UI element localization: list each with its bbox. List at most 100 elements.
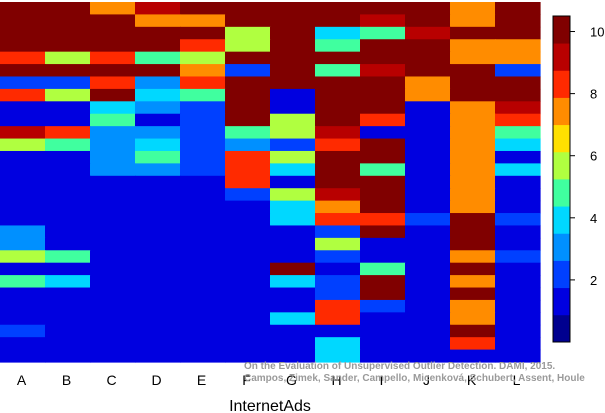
heatmap-cell xyxy=(315,64,361,78)
heatmap-cell xyxy=(45,163,91,177)
heatmap-cell xyxy=(360,337,406,351)
heatmap-cell xyxy=(180,324,226,338)
heatmap-cell xyxy=(0,163,46,177)
colorbar-segment xyxy=(553,97,570,126)
heatmap-cell xyxy=(315,287,361,301)
heatmap-cell xyxy=(495,225,541,239)
colorbar-segment xyxy=(553,43,570,71)
heatmap-cell xyxy=(45,51,91,65)
heatmap-cell xyxy=(450,138,496,152)
heatmap-cell xyxy=(360,64,406,78)
heatmap-cell xyxy=(90,150,136,164)
heatmap-cell xyxy=(450,275,496,289)
heatmap-cell xyxy=(450,101,496,115)
heatmap-cell xyxy=(495,138,541,152)
heatmap-cell xyxy=(270,225,316,239)
heatmap-cell xyxy=(360,175,406,189)
colorbar xyxy=(552,15,571,343)
heatmap-cell xyxy=(225,299,271,313)
heatmap-cell xyxy=(360,51,406,65)
heatmap-cell xyxy=(495,175,541,189)
heatmap-cell xyxy=(405,76,451,90)
heatmap-cell xyxy=(0,237,46,251)
heatmap-cell xyxy=(315,126,361,140)
heatmap-cell xyxy=(450,299,496,313)
heatmap-cell xyxy=(0,188,46,202)
heatmap-cell xyxy=(135,337,181,351)
heatmap-cell xyxy=(405,175,451,189)
heatmap-cell xyxy=(135,324,181,338)
heatmap-cell xyxy=(45,175,91,189)
heatmap-cell xyxy=(450,51,496,65)
heatmap-cell xyxy=(225,250,271,264)
heatmap-cell xyxy=(180,312,226,326)
heatmap-cell xyxy=(90,39,136,53)
heatmap-cell xyxy=(0,337,46,351)
heatmap-cell xyxy=(495,26,541,40)
heatmap-cell xyxy=(90,287,136,301)
heatmap-cell xyxy=(315,200,361,214)
heatmap-cell xyxy=(270,39,316,53)
heatmap-cell xyxy=(180,200,226,214)
heatmap-cell xyxy=(270,150,316,164)
heatmap-cell xyxy=(90,113,136,127)
heatmap-cell xyxy=(0,39,46,53)
heatmap-cell xyxy=(135,2,181,16)
heatmap-cell xyxy=(405,312,451,326)
heatmap-cell xyxy=(0,138,46,152)
heatmap-cell xyxy=(360,26,406,40)
heatmap-cell xyxy=(180,138,226,152)
heatmap-cell xyxy=(315,175,361,189)
heatmap-cell xyxy=(45,262,91,276)
heatmap-cell xyxy=(270,2,316,16)
colorbar-segment xyxy=(553,124,570,153)
heatmap-cell xyxy=(180,213,226,227)
heatmap-cell xyxy=(135,88,181,102)
heatmap-cell xyxy=(0,2,46,16)
heatmap-cell xyxy=(270,14,316,28)
heatmap-cell xyxy=(225,213,271,227)
heatmap-cell xyxy=(135,287,181,301)
heatmap-cell xyxy=(270,200,316,214)
heatmap-cell xyxy=(405,39,451,53)
heatmap-cell xyxy=(360,324,406,338)
heatmap-cell xyxy=(405,299,451,313)
heatmap-cell xyxy=(270,126,316,140)
heatmap-cell xyxy=(360,237,406,251)
colorbar-tick-label: 2 xyxy=(590,273,597,288)
heatmap-cell xyxy=(225,2,271,16)
colorbar-tick-label: 8 xyxy=(590,87,597,102)
heatmap-cell xyxy=(90,26,136,40)
colorbar-segment xyxy=(553,287,570,316)
heatmap-cell xyxy=(405,126,451,140)
x-tick-label: L xyxy=(513,372,521,388)
heatmap-cell xyxy=(495,188,541,202)
heatmap-cell xyxy=(45,250,91,264)
heatmap-cell xyxy=(360,88,406,102)
heatmap-cell xyxy=(180,126,226,140)
heatmap-cell xyxy=(405,337,451,351)
heatmap-cell xyxy=(0,126,46,140)
colorbar-segment xyxy=(553,206,570,234)
heatmap-cell xyxy=(225,175,271,189)
heatmap-cell xyxy=(450,188,496,202)
heatmap-cell xyxy=(270,312,316,326)
heatmap-cell xyxy=(315,51,361,65)
heatmap-cell xyxy=(405,250,451,264)
heatmap-cell xyxy=(180,287,226,301)
heatmap-cell xyxy=(225,200,271,214)
heatmap-cell xyxy=(135,349,181,363)
heatmap-cell xyxy=(360,299,406,313)
heatmap-cell xyxy=(90,175,136,189)
heatmap-cell xyxy=(315,349,361,363)
colorbar-segment xyxy=(553,260,570,289)
credit-line-1: On the Evaluation of Unsupervised Outlie… xyxy=(244,361,555,372)
heatmap-cell xyxy=(450,349,496,363)
heatmap-cell xyxy=(450,237,496,251)
heatmap-cell xyxy=(45,150,91,164)
heatmap-cell xyxy=(135,39,181,53)
heatmap-cell xyxy=(180,299,226,313)
heatmap-cell xyxy=(180,275,226,289)
heatmap-cell xyxy=(45,26,91,40)
x-tick-label: B xyxy=(62,372,71,388)
